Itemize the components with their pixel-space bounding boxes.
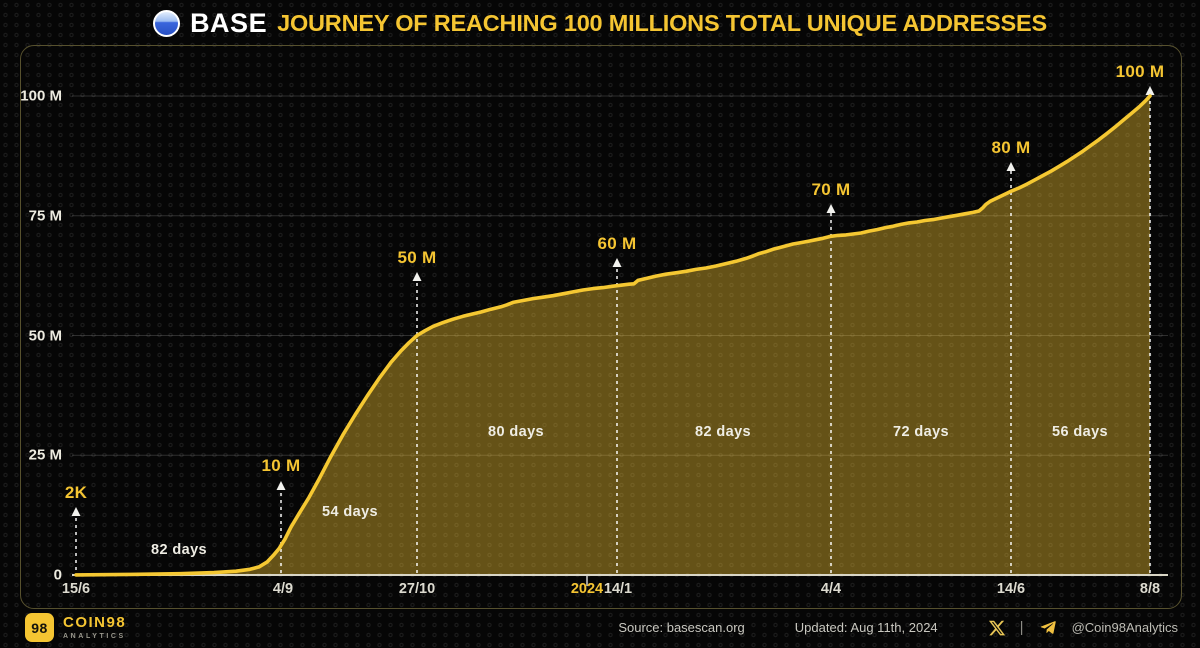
day-span-label: 72 days [892, 424, 950, 440]
milestone-arrow-icon [612, 258, 622, 267]
milestone-arrow-icon [1145, 86, 1155, 95]
base-logo-icon [153, 9, 181, 37]
x-axis-label: 4/9 [272, 581, 294, 597]
coin98-brand: 98 COIN98 ANALYTICS [25, 613, 126, 642]
coin98-logo-icon: 98 [25, 613, 54, 642]
coin98-analytics-label: ANALYTICS [63, 633, 126, 640]
y-axis-label: 25 M [28, 446, 62, 464]
day-span-label: 82 days [694, 424, 752, 440]
x-axis-label: 4/4 [820, 581, 842, 597]
icon-separator: | [1019, 619, 1024, 636]
area-series [76, 96, 1150, 575]
brand-text: BASE [190, 7, 268, 38]
page-title: JOURNEY OF REACHING 100 MILLIONS TOTAL U… [277, 9, 1047, 36]
x-axis-label: 14/1 [603, 581, 633, 597]
milestone-label: 10 M [261, 456, 301, 475]
milestone-arrow-icon [276, 481, 286, 490]
milestone-label: 70 M [811, 180, 851, 199]
source-text: Source: basescan.org [618, 620, 745, 635]
y-axis-label: 0 [53, 566, 62, 584]
telegram-icon [1038, 618, 1058, 638]
y-axis-label: 100 M [20, 87, 62, 105]
x-axis-label: 8/8 [1139, 581, 1161, 597]
day-span-label: 80 days [487, 424, 545, 440]
footer-meta: Source: basescan.org Updated: Aug 11th, … [618, 618, 1178, 638]
day-span-label: 82 days [150, 542, 208, 558]
x-axis-label: 2024 [570, 581, 604, 597]
milestone-label: 2K [64, 483, 88, 502]
x-axis-label: 15/6 [61, 581, 91, 597]
milestone-label: 50 M [397, 248, 437, 267]
y-axis-label: 50 M [28, 327, 62, 344]
line-series [74, 94, 1152, 577]
x-twitter-icon [988, 619, 1006, 637]
header: BASE JOURNEY OF REACHING 100 MILLIONS TO… [0, 0, 1200, 46]
day-span-label: 54 days [321, 504, 379, 520]
milestone-arrow-icon [826, 204, 836, 213]
milestone-label: 60 M [597, 234, 637, 253]
milestone-arrow-icon [1006, 162, 1016, 171]
y-axis-label: 75 M [28, 207, 62, 225]
x-axis-label: 27/10 [398, 581, 436, 597]
footer: 98 COIN98 ANALYTICS Source: basescan.org… [0, 607, 1200, 648]
day-span-label: 56 days [1051, 424, 1109, 440]
milestone-label: 100 M [1115, 62, 1165, 81]
handle-text: @Coin98Analytics [1071, 620, 1178, 635]
x-axis-label: 14/6 [996, 581, 1026, 597]
milestone-label: 80 M [991, 138, 1031, 157]
milestone-arrow-icon [412, 272, 422, 281]
updated-text: Updated: Aug 11th, 2024 [794, 620, 938, 635]
milestone-arrow-icon [71, 507, 81, 516]
coin98-name: COIN98 [63, 614, 127, 631]
chart-panel [20, 45, 1182, 609]
